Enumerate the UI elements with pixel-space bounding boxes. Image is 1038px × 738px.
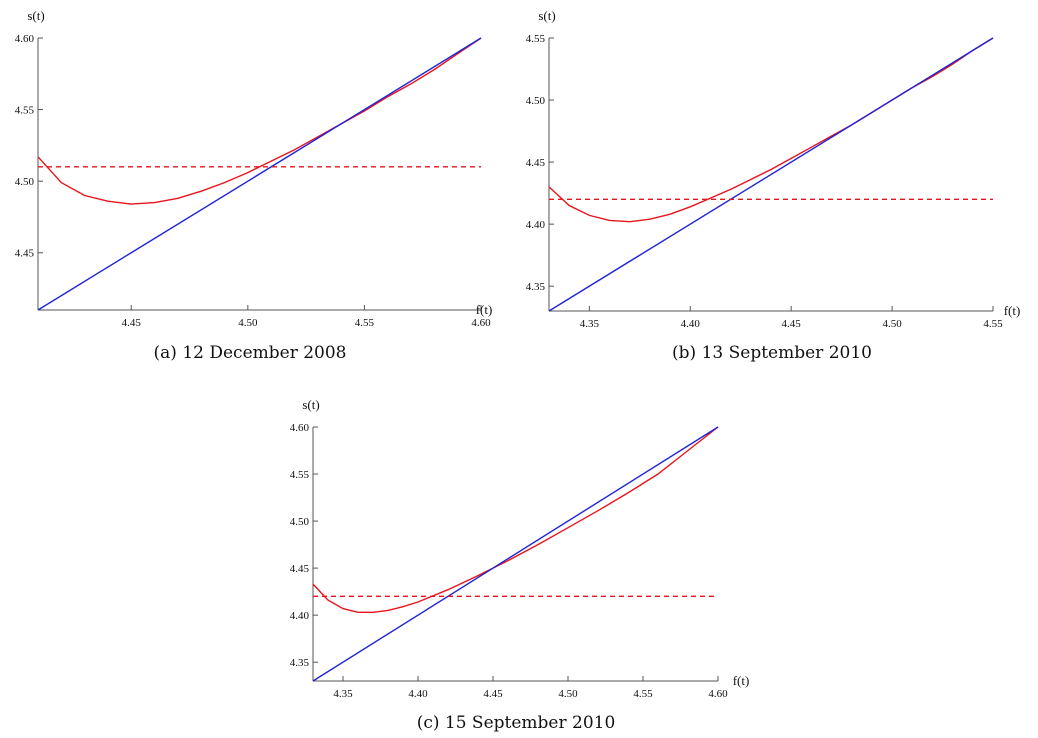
y-tick-label: 4.55 (290, 469, 310, 481)
x-tick-label: 4.55 (983, 318, 1003, 330)
x-tick-label: 4.45 (782, 318, 802, 330)
y-tick-label: 4.45 (15, 248, 35, 260)
x-tick-label: 4.40 (408, 688, 428, 700)
y-tick-label: 4.50 (290, 516, 310, 528)
y-tick-label: 4.40 (526, 219, 546, 231)
x-axis-title: f(t) (733, 673, 750, 688)
x-axis-title: f(t) (476, 302, 493, 317)
y-tick-label: 4.50 (15, 176, 35, 188)
series-line-1 (37, 37, 482, 205)
y-tick-label: 4.35 (290, 657, 310, 669)
x-tick-label: 4.50 (882, 318, 902, 330)
y-tick-label: 4.35 (526, 281, 546, 293)
y-axis-title: s(t) (27, 8, 44, 23)
x-tick-label: 4.35 (333, 688, 353, 700)
y-tick-label: 4.40 (290, 610, 310, 622)
y-axis-title: s(t) (302, 397, 319, 412)
panel-caption: (a) 12 December 2008 (154, 343, 347, 363)
x-tick-label: 4.50 (238, 317, 258, 329)
series-line-2 (548, 37, 994, 312)
series-line-2 (312, 426, 719, 682)
panel-caption: (b) 13 September 2010 (672, 343, 872, 363)
x-tick-label: 4.40 (681, 318, 701, 330)
x-tick-label: 4.50 (558, 688, 578, 700)
x-tick-label: 4.35 (580, 318, 600, 330)
series-line-1 (548, 37, 994, 223)
x-tick-label: 4.45 (122, 317, 142, 329)
y-tick-label: 4.55 (526, 33, 546, 45)
y-tick-label: 4.50 (526, 95, 546, 107)
x-tick-label: 4.45 (483, 688, 503, 700)
panel-caption: (c) 15 September 2010 (417, 713, 616, 733)
series-line-1 (312, 426, 719, 613)
y-tick-label: 4.55 (15, 105, 35, 117)
y-tick-label: 4.60 (290, 422, 310, 434)
y-tick-label: 4.45 (526, 157, 546, 169)
x-axis-title: f(t) (1004, 303, 1021, 318)
x-tick-label: 4.55 (633, 688, 653, 700)
x-tick-label: 4.55 (355, 317, 375, 329)
chart-panel-3: 4.35 4.40 4.45 4.50 4.55 4.60 4.35 4.40 4.45 4.50… (290, 397, 750, 733)
x-tick-label: 4.60 (471, 317, 491, 329)
chart-panel-1: 4.45 4.50 4.55 4.604.454.504.554.60f(t)s(t)… (15, 8, 493, 363)
y-tick-label: 4.60 (15, 33, 35, 45)
y-axis-title: s(t) (538, 8, 555, 23)
x-tick-label: 4.60 (708, 688, 728, 700)
chart-panel-2: 4.35 4.40 4.45 4.50 4.55 4.35 4.40 4.45 4.50 4.55… (526, 8, 1021, 363)
y-tick-label: 4.45 (290, 563, 310, 575)
series-line-2 (37, 37, 482, 311)
